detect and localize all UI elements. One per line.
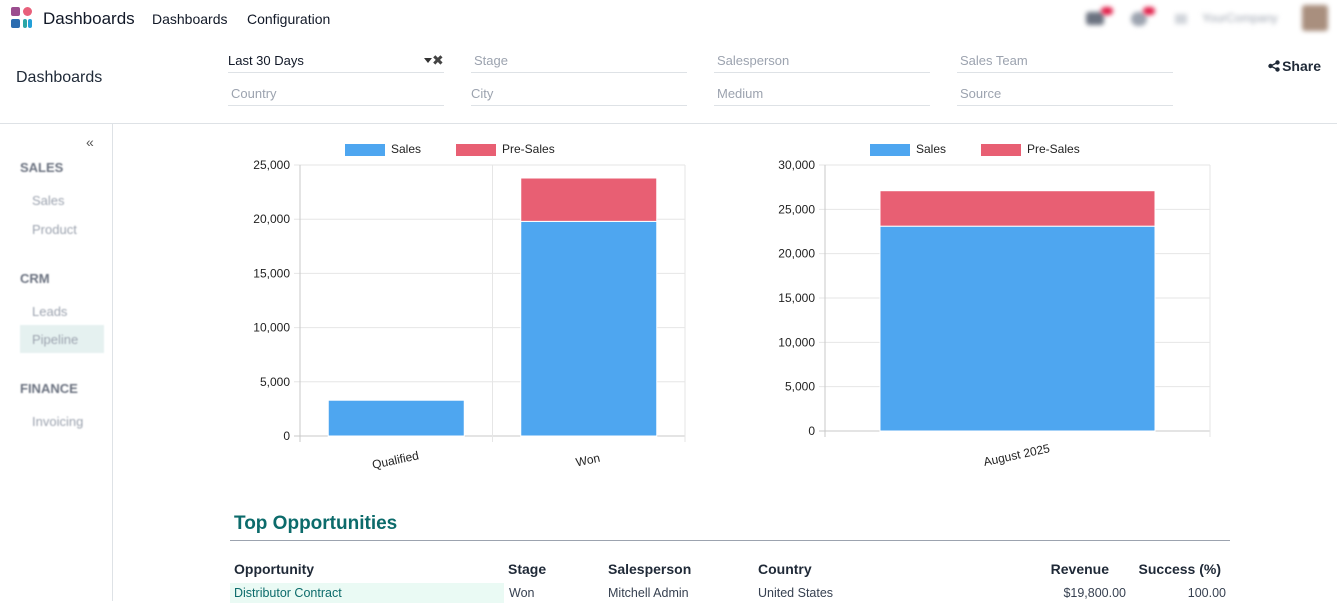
country-filter[interactable]: Country bbox=[228, 84, 444, 106]
date-range-value: Last 30 Days bbox=[228, 53, 304, 68]
opportunity-link[interactable]: Distributor Contract bbox=[230, 583, 504, 603]
top-opportunities-title: Top Opportunities bbox=[234, 513, 398, 534]
sidebar-item-sales[interactable]: Sales bbox=[32, 193, 65, 208]
y-tick-label: 30,000 bbox=[778, 158, 815, 172]
legend-swatch bbox=[870, 144, 910, 156]
sidebar-item-leads[interactable]: Leads bbox=[32, 304, 68, 319]
sidebar-section-finance: FINANCE bbox=[20, 381, 78, 396]
salesperson-filter[interactable]: Salesperson bbox=[714, 51, 930, 73]
table-cell-stage: Won bbox=[509, 586, 535, 600]
y-tick-label: 15,000 bbox=[253, 266, 290, 280]
y-tick-label: 15,000 bbox=[778, 291, 815, 305]
legend-label: Sales bbox=[391, 142, 421, 156]
medium-filter[interactable]: Medium bbox=[714, 84, 930, 106]
table-cell-country: United States bbox=[758, 586, 834, 600]
share-icon bbox=[1268, 60, 1280, 72]
table-cell-salesperson: Mitchell Admin bbox=[608, 586, 689, 600]
y-tick-label: 10,000 bbox=[778, 335, 815, 349]
country-filter-placeholder: Country bbox=[231, 86, 277, 101]
sales-team-filter[interactable]: Sales Team bbox=[957, 51, 1173, 73]
legend-label: Sales bbox=[916, 142, 946, 156]
legend-swatch bbox=[981, 144, 1021, 156]
chat-count-badge bbox=[1101, 7, 1113, 15]
dashboard-sidebar: « SALES Sales Product CRM Leads Pipeline… bbox=[0, 124, 113, 601]
bar-pre-sales bbox=[520, 177, 658, 222]
y-tick-label: 0 bbox=[808, 424, 815, 438]
source-filter[interactable]: Source bbox=[957, 84, 1173, 106]
sidebar-item-product[interactable]: Product bbox=[32, 222, 77, 237]
top-navbar: Dashboards Dashboards Configuration Your… bbox=[0, 0, 1337, 36]
y-tick-label: 25,000 bbox=[778, 202, 815, 216]
sidebar-item-invoicing[interactable]: Invoicing bbox=[32, 414, 84, 429]
y-tick-label: 0 bbox=[283, 429, 290, 443]
y-tick-label: 20,000 bbox=[253, 212, 290, 226]
bar-sales bbox=[520, 220, 658, 437]
col-header-country: Country bbox=[758, 561, 812, 577]
y-tick-label: 5,000 bbox=[260, 375, 290, 389]
sidebar-section-crm: CRM bbox=[20, 271, 50, 286]
stage-filter-placeholder: Stage bbox=[474, 53, 508, 68]
dashboards-app-icon[interactable] bbox=[11, 7, 33, 29]
share-button[interactable]: Share bbox=[1268, 58, 1321, 74]
section-divider bbox=[230, 540, 1230, 541]
company-switch-icon[interactable] bbox=[1175, 14, 1187, 24]
source-filter-placeholder: Source bbox=[960, 86, 1002, 101]
y-tick-label: 25,000 bbox=[253, 158, 290, 172]
app-title[interactable]: Dashboards bbox=[43, 9, 135, 28]
col-header-stage: Stage bbox=[508, 561, 547, 577]
chat-icon[interactable] bbox=[1086, 12, 1104, 25]
chevron-down-icon bbox=[424, 58, 432, 63]
stage-filter[interactable]: Stage bbox=[471, 51, 687, 73]
control-panel: Dashboards Last 30 Days ✖ Stage Salesper… bbox=[0, 36, 1337, 124]
x-tick-label: August 2025 bbox=[982, 441, 1051, 469]
y-tick-label: 10,000 bbox=[253, 321, 290, 335]
sidebar-section-sales: SALES bbox=[20, 160, 64, 175]
city-filter[interactable]: City bbox=[471, 84, 687, 106]
legend-label: Pre-Sales bbox=[502, 142, 555, 156]
breadcrumb: Dashboards bbox=[16, 69, 103, 86]
legend-label: Pre-Sales bbox=[1027, 142, 1080, 156]
share-label: Share bbox=[1282, 58, 1321, 74]
sidebar-item-pipeline[interactable]: Pipeline bbox=[20, 325, 104, 353]
clear-icon[interactable]: ✖ bbox=[432, 52, 444, 68]
table-cell-success: 100.00 bbox=[1187, 586, 1226, 600]
legend-swatch bbox=[456, 144, 496, 156]
dashboard-content: 0 5,000 10,000 15,000 20,000 25,000 Qualified W… bbox=[114, 125, 1337, 603]
activity-count-badge bbox=[1143, 7, 1155, 15]
col-header-opportunity: Opportunity bbox=[234, 561, 315, 577]
pipeline-by-month-chart: 0 5,000 10,000 15,000 20,000 25,000 30,000 Augu… bbox=[778, 142, 1211, 469]
pipeline-by-stage-chart: 0 5,000 10,000 15,000 20,000 25,000 Qualified W… bbox=[253, 142, 686, 472]
col-header-salesperson: Salesperson bbox=[608, 561, 692, 577]
medium-filter-placeholder: Medium bbox=[717, 86, 764, 101]
table-cell-revenue: $19,800.00 bbox=[1063, 586, 1126, 600]
bar-sales bbox=[879, 225, 1156, 432]
city-filter-placeholder: City bbox=[471, 86, 494, 101]
x-tick-label: Qualified bbox=[371, 448, 420, 472]
activity-icon[interactable] bbox=[1131, 12, 1147, 26]
x-tick-label: Won bbox=[574, 451, 601, 470]
date-range-filter[interactable]: Last 30 Days bbox=[228, 51, 444, 73]
col-header-revenue: Revenue bbox=[1050, 561, 1109, 577]
bar-sales bbox=[327, 399, 465, 437]
collapse-sidebar-icon[interactable]: « bbox=[86, 134, 94, 150]
col-header-success: Success (%) bbox=[1138, 561, 1221, 577]
salesperson-filter-placeholder: Salesperson bbox=[717, 53, 790, 68]
bar-pre-sales bbox=[879, 190, 1156, 227]
y-tick-label: 5,000 bbox=[785, 380, 815, 394]
user-avatar[interactable] bbox=[1302, 5, 1328, 31]
company-name[interactable]: YourCompany bbox=[1202, 11, 1278, 25]
menu-configuration[interactable]: Configuration bbox=[247, 11, 331, 27]
legend-swatch bbox=[345, 144, 385, 156]
menu-dashboards[interactable]: Dashboards bbox=[152, 11, 228, 27]
y-tick-label: 20,000 bbox=[778, 247, 815, 261]
sales-team-filter-placeholder: Sales Team bbox=[960, 53, 1028, 68]
